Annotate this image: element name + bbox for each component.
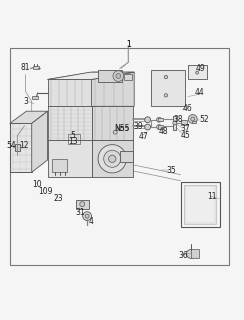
Text: 38: 38	[173, 115, 183, 124]
Text: 12: 12	[20, 141, 29, 150]
Text: 10: 10	[32, 180, 42, 189]
Bar	[98, 70, 122, 82]
Bar	[192, 121, 196, 123]
Text: 44: 44	[195, 88, 204, 97]
Text: 39: 39	[133, 122, 143, 131]
Text: 23: 23	[54, 194, 63, 203]
Text: 1: 1	[126, 40, 131, 49]
Bar	[173, 116, 176, 130]
Circle shape	[173, 121, 177, 125]
Text: 48: 48	[158, 127, 168, 136]
Bar	[32, 96, 38, 100]
Bar	[185, 186, 215, 223]
Text: 109: 109	[38, 187, 52, 196]
Text: 4: 4	[89, 217, 93, 226]
Bar	[124, 74, 132, 80]
Polygon shape	[10, 111, 48, 124]
Circle shape	[191, 117, 195, 121]
Circle shape	[188, 115, 197, 124]
Circle shape	[164, 75, 168, 79]
Bar	[191, 249, 199, 258]
Bar	[15, 144, 20, 151]
Circle shape	[145, 117, 151, 123]
Polygon shape	[32, 111, 48, 172]
Text: 31: 31	[76, 208, 85, 217]
Bar	[33, 66, 39, 69]
Text: N55: N55	[114, 124, 130, 133]
Polygon shape	[48, 72, 134, 79]
Polygon shape	[48, 106, 92, 140]
Text: 5: 5	[71, 131, 76, 140]
Polygon shape	[92, 106, 133, 140]
Circle shape	[113, 71, 124, 81]
Polygon shape	[151, 70, 185, 106]
Text: 49: 49	[195, 63, 205, 73]
Circle shape	[196, 71, 199, 74]
Circle shape	[145, 124, 151, 130]
Circle shape	[83, 212, 92, 220]
Text: 3: 3	[23, 97, 28, 106]
Circle shape	[116, 74, 121, 78]
Bar	[52, 159, 67, 172]
Circle shape	[113, 130, 117, 134]
Text: 36: 36	[179, 252, 188, 260]
Text: 45: 45	[181, 131, 190, 140]
Text: 1: 1	[126, 40, 131, 49]
Bar	[181, 120, 187, 124]
Polygon shape	[10, 124, 32, 172]
Polygon shape	[92, 140, 133, 177]
Bar	[68, 134, 80, 144]
Text: N55: N55	[115, 126, 129, 132]
Bar	[181, 182, 220, 227]
Circle shape	[164, 94, 168, 97]
Bar	[120, 151, 133, 163]
Bar	[188, 65, 207, 79]
Text: 11: 11	[208, 192, 217, 201]
Text: 52: 52	[199, 115, 209, 124]
Circle shape	[109, 155, 116, 163]
Text: 35: 35	[166, 166, 176, 175]
Text: 47: 47	[139, 132, 148, 140]
Polygon shape	[92, 72, 134, 106]
Bar	[10, 48, 229, 265]
Circle shape	[104, 150, 121, 167]
Circle shape	[186, 250, 195, 258]
Bar	[184, 185, 216, 224]
Bar	[158, 118, 163, 122]
Bar	[76, 200, 89, 209]
Circle shape	[157, 124, 162, 130]
Text: 54: 54	[6, 141, 16, 150]
Bar	[158, 125, 163, 129]
Text: 13: 13	[68, 137, 78, 146]
Polygon shape	[48, 79, 92, 106]
Text: 37: 37	[180, 124, 190, 133]
Polygon shape	[48, 72, 134, 79]
Text: 46: 46	[183, 104, 192, 113]
Circle shape	[85, 214, 89, 218]
Polygon shape	[48, 140, 92, 177]
Circle shape	[157, 117, 162, 122]
Text: 81: 81	[21, 63, 30, 72]
Circle shape	[80, 202, 85, 207]
Circle shape	[98, 145, 126, 173]
